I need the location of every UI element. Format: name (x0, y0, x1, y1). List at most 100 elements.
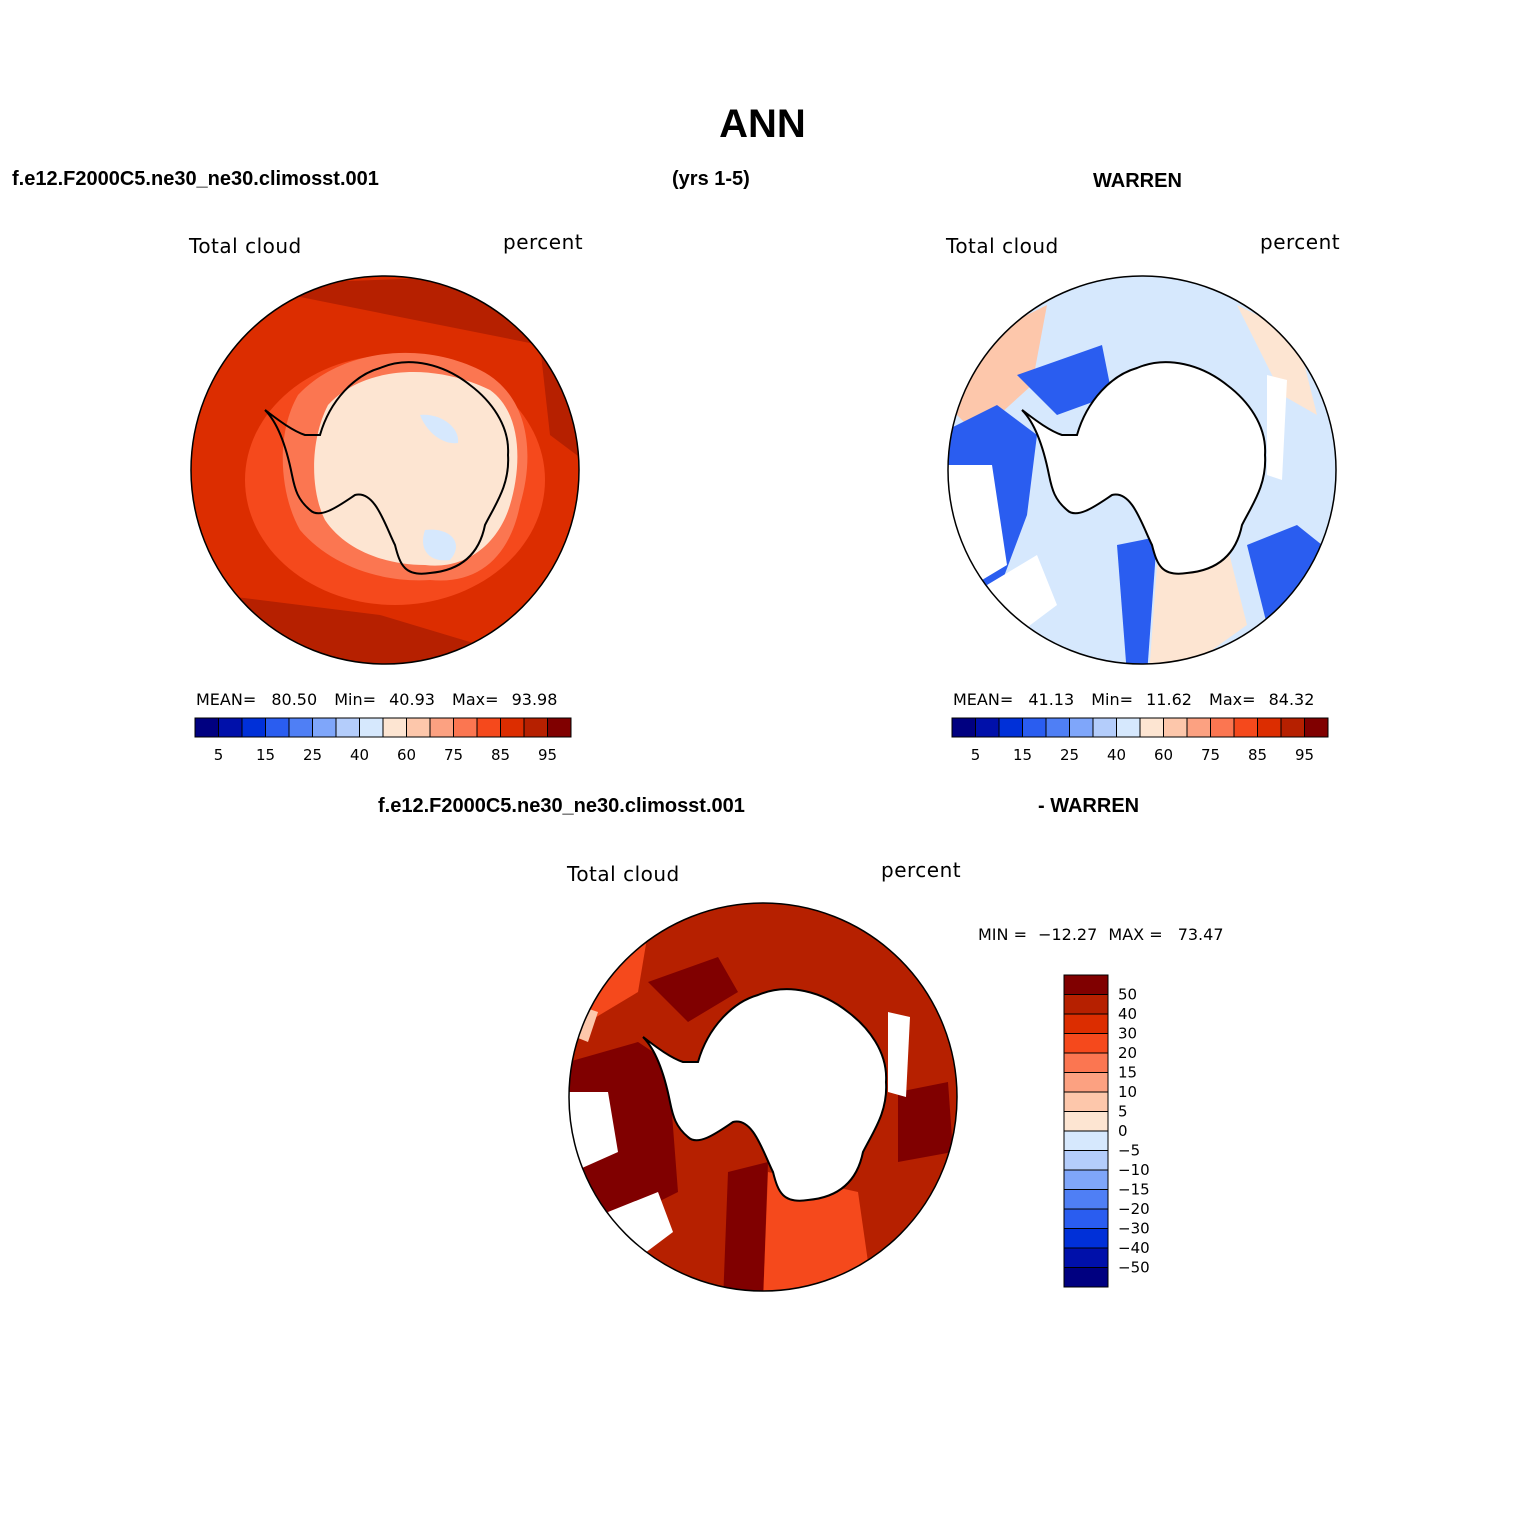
panel1-variable: Total cloud (189, 234, 302, 258)
panel3-colorbar-tick-label: 40 (1118, 1005, 1137, 1023)
panel2-colorbar-box-6 (1092, 717, 1117, 738)
panel1-colorbar-box-9 (406, 717, 431, 738)
diff-case-label: f.e12.F2000C5.ne30_ne30.climosst.001 (378, 795, 745, 817)
panel1-colorbar-tick-label: 95 (538, 746, 557, 764)
panel2-max-label: Max= (1209, 690, 1256, 709)
panel3-colorbar-tick-label: 50 (1118, 986, 1137, 1004)
panel1-mean-label: MEAN= (196, 690, 257, 709)
panel2-continent-nodata (1022, 362, 1266, 574)
panel1-interior-low-2 (422, 529, 456, 561)
panel1-colorbar-tick-label: 60 (397, 746, 416, 764)
panel1-colorbar-box-7 (359, 717, 384, 738)
panel2-colorbar-tick-label: 75 (1201, 746, 1220, 764)
panel2-high-sector-west (948, 305, 1047, 435)
panel3-continent-nodata (643, 989, 887, 1201)
panel3-colorbar-box-7 (1063, 1111, 1109, 1132)
panel3-colorbar-tick-label: −10 (1118, 1161, 1150, 1179)
panel3-colorbar-box-12 (1063, 1208, 1109, 1229)
panel1-min-value: 40.93 (389, 690, 435, 709)
panel2-colorbar-box-15 (1304, 717, 1329, 738)
panel1-colorbar-box-15 (547, 717, 572, 738)
panel3-missing-sector-east (888, 1012, 910, 1097)
panel1-colorbar-tick-label: 25 (303, 746, 322, 764)
panel1-min-label: Min= (334, 690, 377, 709)
panel2-low-sector-north (1017, 345, 1112, 415)
panel3-units: percent (881, 858, 962, 882)
panel2-colorbar-box-4 (1045, 717, 1070, 738)
panel3-stats: MIN = −12.27 MAX = 73.47 (978, 925, 1224, 944)
panel2-colorbar-box-10 (1186, 717, 1211, 738)
panel2-colorbar-box-1 (975, 717, 1000, 738)
panel3-max-value: 73.47 (1177, 925, 1224, 944)
panel1-stats: MEAN= 80.50 Min= 40.93 Max= 93.98 (196, 690, 557, 709)
panel1-max-value: 93.98 (511, 690, 558, 709)
panel3-mid-sector-south (763, 1172, 868, 1291)
panel3-colorbar-box-1 (1063, 994, 1109, 1015)
obs-name-label: WARREN (1093, 170, 1182, 192)
panel2-colorbar-tick-label: 60 (1154, 746, 1173, 764)
panel3-high-sector-south (723, 1162, 768, 1291)
panel2-max-value: 84.32 (1268, 690, 1315, 709)
panel1-colorbar-box-2 (241, 717, 266, 738)
panel3-colorbar-box-14 (1063, 1247, 1109, 1268)
panel1-ocean-band-high (240, 276, 579, 465)
panel1-continent (314, 371, 518, 566)
panel1-colorbar-box-4 (288, 717, 313, 738)
panel1-colorbar-box-13 (500, 717, 525, 738)
panel1-colorbar-tick-label: 75 (444, 746, 463, 764)
panel1-colorbar-tick-label: 5 (214, 746, 224, 764)
panel3-colorbar-box-5 (1063, 1072, 1109, 1093)
panel1-mean-value: 80.50 (271, 690, 318, 709)
panel2-colorbar-box-8 (1139, 717, 1164, 738)
panel1-colorbar-box-6 (335, 717, 360, 738)
panel2-high-sector-east (1237, 305, 1317, 415)
panel3-map (568, 902, 958, 1292)
panel2-stats: MEAN= 41.13 Min= 11.62 Max= 84.32 (953, 690, 1314, 709)
panel2-units: percent (1260, 230, 1341, 254)
panel2-colorbar-tick-label: 40 (1107, 746, 1126, 764)
panel2-colorbar-box-0 (951, 717, 976, 738)
panel1-colorbar-box-8 (382, 717, 407, 738)
panel2-colorbar: 5 15 25 40 60 75 85 95 (951, 717, 1329, 764)
panel1-max-label: Max= (452, 690, 499, 709)
panel2-colorbar-tick-label: 95 (1295, 746, 1314, 764)
panel3-variable: Total cloud (567, 862, 680, 886)
panel3-colorbar-box-4 (1063, 1052, 1109, 1073)
panel3-colorbar-tick-label: 0 (1118, 1122, 1128, 1140)
panel1-colorbar-box-11 (453, 717, 478, 738)
panel3-colorbar-tick-label: −50 (1118, 1259, 1150, 1277)
panel2-colorbar-tick-label: 15 (1013, 746, 1032, 764)
panel3-coastline (642, 988, 888, 1202)
panel3-map-border (568, 902, 958, 1292)
panel1-map (190, 275, 580, 665)
panel3-colorbar-box-3 (1063, 1033, 1109, 1054)
page-title: ANN (719, 102, 806, 146)
panel3-high-sector-north (648, 957, 738, 1022)
panel2-colorbar-box-9 (1163, 717, 1188, 738)
panel3-colorbar-box-10 (1063, 1169, 1109, 1190)
panel2-colorbar-box-5 (1069, 717, 1094, 738)
panel1-colorbar-tick-label: 85 (491, 746, 510, 764)
panel3-colorbar-box-15 (1063, 1267, 1109, 1288)
panel2-colorbar-box-7 (1116, 717, 1141, 738)
panel3-colorbar-tick-label: 15 (1118, 1064, 1137, 1082)
panel3-colorbar-box-9 (1063, 1150, 1109, 1171)
panel2-colorbar-box-3 (1022, 717, 1047, 738)
panel2-min-label: Min= (1091, 690, 1134, 709)
panel3-min-value: −12.27 (1038, 925, 1098, 944)
panel3-colorbar-tick-label: −15 (1118, 1181, 1150, 1199)
panel2-min-value: 11.62 (1146, 690, 1192, 709)
panel1-units: percent (503, 230, 584, 254)
panel3-colorbar-tick-label: −5 (1118, 1142, 1140, 1160)
panel1-interior-low (420, 414, 459, 444)
panel1-ocean-band-high-south (220, 595, 480, 664)
panel2-low-sector-south (1117, 537, 1157, 664)
panel1-colorbar-tick-label: 40 (350, 746, 369, 764)
panel2-colorbar-box-14 (1280, 717, 1305, 738)
panel2-colorbar-box-12 (1233, 717, 1258, 738)
panel3-colorbar-tick-label: −40 (1118, 1239, 1150, 1257)
panel2-missing-sector-southwest (987, 555, 1057, 635)
panel3-colorbar-box-13 (1063, 1228, 1109, 1249)
panel1-colorbar-box-3 (265, 717, 290, 738)
